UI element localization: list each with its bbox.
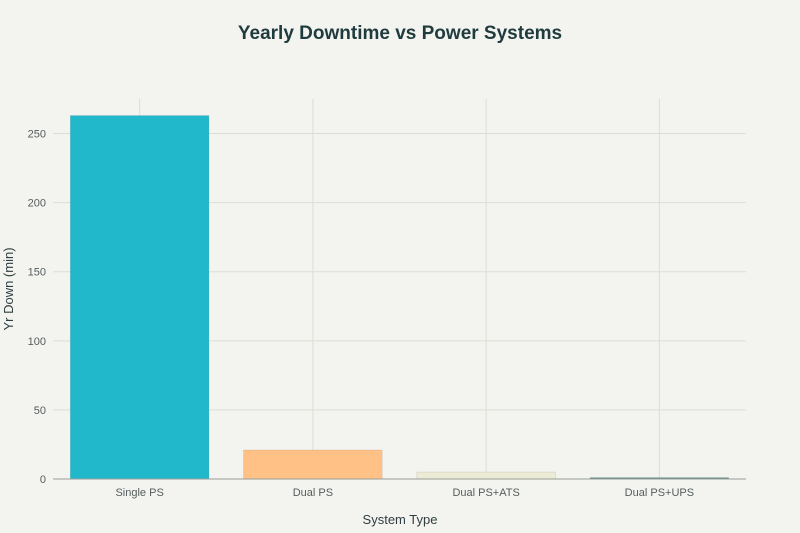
y-tick-label: 250 xyxy=(28,129,46,141)
y-axis-title: Yr Down (min) xyxy=(1,247,16,330)
x-tick-label: Single PS xyxy=(115,487,163,499)
y-tick-label: 100 xyxy=(28,336,46,348)
x-tick-label: Dual PS+UPS xyxy=(625,487,694,499)
y-tick-label: 0 xyxy=(40,474,46,486)
y-tick-label: 200 xyxy=(28,198,46,210)
x-axis-title: System Type xyxy=(363,512,438,527)
bar-single-ps xyxy=(70,115,210,480)
y-tick-label: 50 xyxy=(34,405,46,417)
bar-dual-ps-ats xyxy=(416,471,556,480)
chart-title: Yearly Downtime vs Power Systems xyxy=(238,23,562,44)
y-axis-ticks: 0 50 100 150 200 250 xyxy=(28,129,46,486)
y-tick-label: 150 xyxy=(28,267,46,279)
bar-layer xyxy=(53,115,746,480)
x-tick-label: Dual PS+ATS xyxy=(452,487,519,499)
bar-dual-ps xyxy=(243,449,383,480)
x-tick-label: Dual PS xyxy=(293,487,333,499)
x-axis-ticks: Single PS Dual PS Dual PS+ATS Dual PS+UPS xyxy=(115,487,694,499)
